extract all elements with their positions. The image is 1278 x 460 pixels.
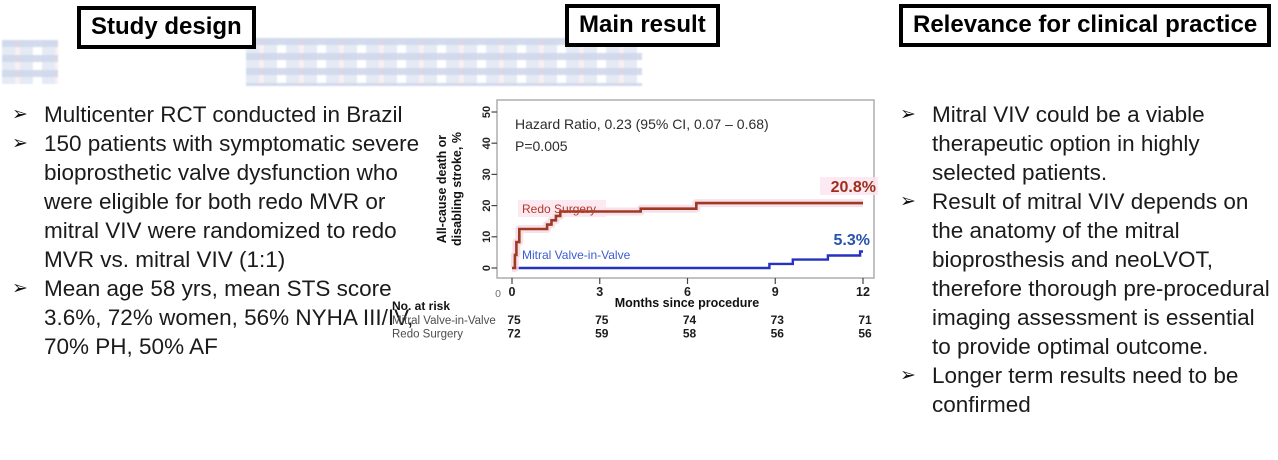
bullet-arrow-icon: ➢ bbox=[12, 278, 28, 299]
study-design-bullet-list: ➢ Multicenter RCT conducted in Brazil ➢ … bbox=[12, 100, 436, 361]
end-value-mitral-valve-in-valve: 5.3% bbox=[834, 232, 870, 249]
relevance-bullet-list: ➢ Mitral VIV could be a viable therapeut… bbox=[900, 100, 1278, 419]
y-axis-title-line1: All-cause death or bbox=[435, 135, 449, 243]
origin-zero-label: 0 bbox=[495, 288, 501, 300]
bullet-item: ➢ Mean age 58 yrs, mean STS score 3.6%, … bbox=[12, 274, 436, 361]
y-tick-label: 10 bbox=[481, 231, 493, 243]
x-tick-label: 9 bbox=[772, 285, 779, 299]
bullet-text: 150 patients with symptomatic severe bio… bbox=[44, 131, 420, 272]
at-risk-row-label: Mitral Valve-in-Valve bbox=[392, 315, 496, 327]
bullet-item: ➢ 150 patients with symptomatic severe b… bbox=[12, 129, 436, 274]
bullet-arrow-icon: ➢ bbox=[12, 133, 28, 154]
bullet-arrow-icon: ➢ bbox=[900, 365, 916, 386]
km-chart-panel: 0 10 20 30 40 50 0 3 6 9 12 0 All-cause death or disa… bbox=[390, 95, 880, 360]
section-header-main-result: Main result bbox=[565, 4, 720, 48]
at-risk-value: 71 bbox=[858, 313, 872, 327]
series-path-mitral-valve-in-valve bbox=[512, 250, 863, 270]
y-tick-label: 20 bbox=[481, 199, 493, 211]
bullet-text: Mean age 58 yrs, mean STS score 3.6%, 72… bbox=[44, 276, 414, 359]
bullet-item: ➢ Multicenter RCT conducted in Brazil bbox=[12, 100, 436, 129]
at-risk-value: 56 bbox=[858, 327, 872, 341]
label-halo-end-redo bbox=[820, 177, 878, 195]
x-tick-label: 0 bbox=[509, 285, 516, 299]
series-label-redo-surgery: Redo Surgery bbox=[522, 202, 596, 216]
x-tick-label: 12 bbox=[856, 285, 870, 299]
at-risk-row-label: Redo Surgery bbox=[392, 329, 463, 341]
section-header-relevance: Relevance for clinical practice bbox=[899, 4, 1272, 48]
at-risk-value: 73 bbox=[771, 313, 785, 327]
bullet-item: ➢ Mitral VIV could be a viable therapeut… bbox=[900, 100, 1278, 187]
bullet-item: ➢ Longer term results need to be confirm… bbox=[900, 361, 1278, 419]
bullet-text: Longer term results need to be confirmed bbox=[932, 363, 1239, 417]
end-value-redo-surgery: 20.8% bbox=[831, 179, 876, 196]
x-tick-label: 6 bbox=[684, 285, 691, 299]
hazard-ratio-annotation: Hazard Ratio, 0.23 (95% CI, 0.07 – 0.68) bbox=[515, 116, 769, 132]
at-risk-value: 59 bbox=[595, 327, 609, 341]
at-risk-value: 72 bbox=[507, 327, 521, 341]
at-risk-value: 74 bbox=[683, 313, 697, 327]
bullet-arrow-icon: ➢ bbox=[12, 104, 28, 125]
bullet-text: Result of mitral VIV depends on the anat… bbox=[932, 189, 1270, 359]
bullet-arrow-icon: ➢ bbox=[900, 104, 916, 125]
at-risk-value: 75 bbox=[507, 313, 521, 327]
bullet-text: Multicenter RCT conducted in Brazil bbox=[44, 102, 403, 127]
p-value-annotation: P=0.005 bbox=[515, 138, 568, 154]
y-tick-label: 50 bbox=[481, 106, 493, 118]
series-label-mitral-valve-in-valve: Mitral Valve-in-Valve bbox=[522, 248, 631, 262]
bullet-text: Mitral VIV could be a viable therapeutic… bbox=[932, 102, 1205, 185]
x-tick-label: 3 bbox=[596, 285, 603, 299]
x-axis-title: Months since procedure bbox=[615, 296, 760, 310]
km-chart: 0 10 20 30 40 50 0 3 6 9 12 0 All-cause death or disa… bbox=[392, 99, 878, 341]
at-risk-value: 58 bbox=[683, 327, 697, 341]
y-tick-label: 0 bbox=[481, 265, 493, 271]
at-risk-value: 75 bbox=[595, 313, 609, 327]
bullet-arrow-icon: ➢ bbox=[900, 191, 916, 212]
series-path-redo-surgery bbox=[512, 201, 863, 270]
y-axis-title-line2: disabling stroke, % bbox=[450, 132, 464, 246]
bullet-item: ➢ Result of mitral VIV depends on the an… bbox=[900, 187, 1278, 361]
y-tick-label: 40 bbox=[481, 137, 493, 149]
at-risk-value: 56 bbox=[771, 327, 785, 341]
at-risk-title: No. at risk bbox=[392, 299, 450, 313]
ghost-text-artifact-left bbox=[2, 40, 58, 84]
section-header-study-design: Study design bbox=[77, 6, 256, 50]
y-tick-label: 30 bbox=[481, 168, 493, 180]
